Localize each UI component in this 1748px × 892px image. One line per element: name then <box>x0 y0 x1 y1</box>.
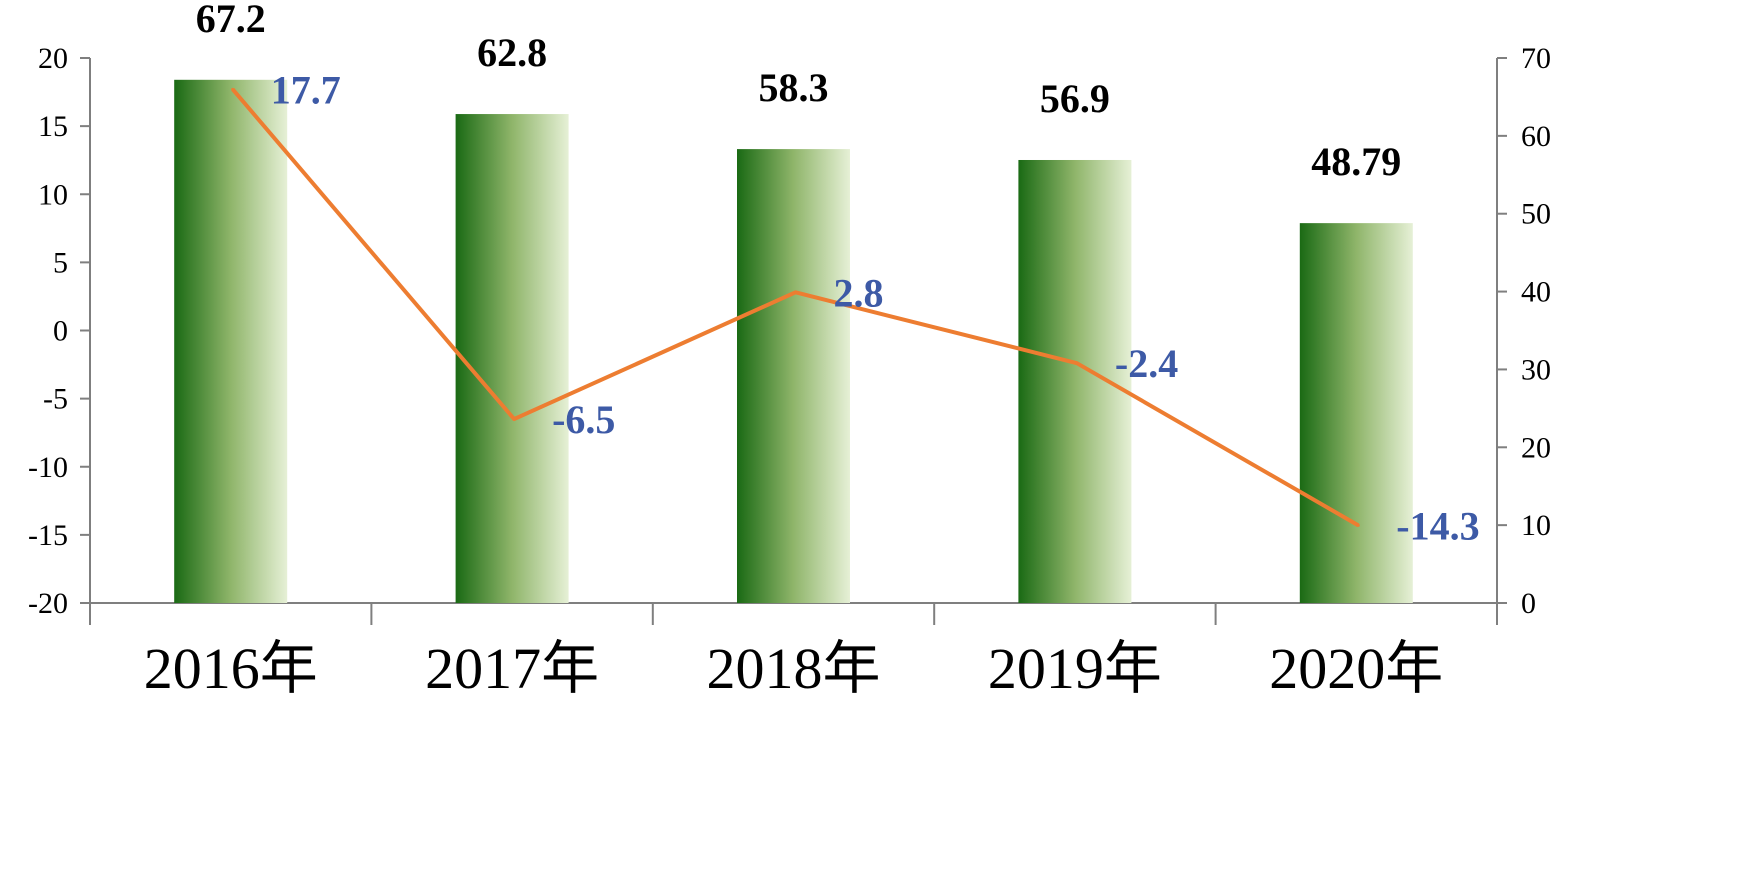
x-axis-tick-label: 2016年 <box>144 636 318 701</box>
bar <box>737 149 850 604</box>
line-point <box>1356 523 1360 527</box>
left-axis-tick-label: 10 <box>38 178 68 211</box>
left-axis-tick-label: -20 <box>28 587 68 620</box>
bar-value-label: 48.79 <box>1311 139 1401 184</box>
bar <box>174 79 288 604</box>
line-point <box>794 290 797 294</box>
right-axis-tick-label: 50 <box>1521 198 1551 231</box>
bar-value-label: 58.3 <box>759 65 829 110</box>
line-value-label: -6.5 <box>552 397 615 442</box>
right-axis-tick-label: 20 <box>1521 431 1551 464</box>
left-axis-tick-label: 15 <box>38 110 68 143</box>
line-value-label: 2.8 <box>834 270 884 315</box>
x-axis-tick-label: 2019年 <box>988 636 1162 701</box>
line-value-label: 17.7 <box>271 67 341 112</box>
left-axis-tick-label: -5 <box>43 383 68 416</box>
line-point <box>231 87 235 91</box>
axes: -20 -15 -10 -5 0 5 10 15 20 0 10 20 30 40 50 60 70 2016年 2… <box>28 42 1551 701</box>
bar <box>455 114 569 604</box>
left-axis-tick-label: -10 <box>28 451 68 484</box>
bar-value-label: 56.9 <box>1040 76 1110 121</box>
left-axis-tick-label: 5 <box>53 246 68 279</box>
right-axis-tick-label: 40 <box>1521 276 1551 309</box>
left-axis-tick-label: 20 <box>38 42 68 75</box>
bar-value-label: 67.2 <box>196 0 266 41</box>
left-axis-tick-label: -15 <box>28 519 68 552</box>
line-value-label: -14.3 <box>1396 503 1479 548</box>
right-axis-tick-label: 60 <box>1521 120 1551 153</box>
line-point <box>512 417 516 421</box>
right-axis-tick-label: 0 <box>1521 587 1536 620</box>
bar-value-label: 62.8 <box>477 30 547 75</box>
line-value-label: -2.4 <box>1115 341 1178 386</box>
bar <box>1299 223 1413 603</box>
line-point <box>1075 361 1079 365</box>
x-axis-tick-label: 2018年 <box>706 636 880 701</box>
data-labels: 67.2 62.8 58.3 56.9 48.79 17.7 -6.5 2.8 -2.4 -14.… <box>196 0 1480 548</box>
right-axis-tick-label: 30 <box>1521 353 1551 386</box>
right-axis-tick-label: 10 <box>1521 509 1551 542</box>
x-axis-tick-label: 2017年 <box>425 636 599 701</box>
bar-series <box>174 79 1413 604</box>
right-axis-tick-label: 70 <box>1521 42 1551 75</box>
x-axis-tick-label: 2020年 <box>1269 636 1443 701</box>
line-series <box>231 87 1360 528</box>
left-axis-tick-label: 0 <box>53 315 68 348</box>
